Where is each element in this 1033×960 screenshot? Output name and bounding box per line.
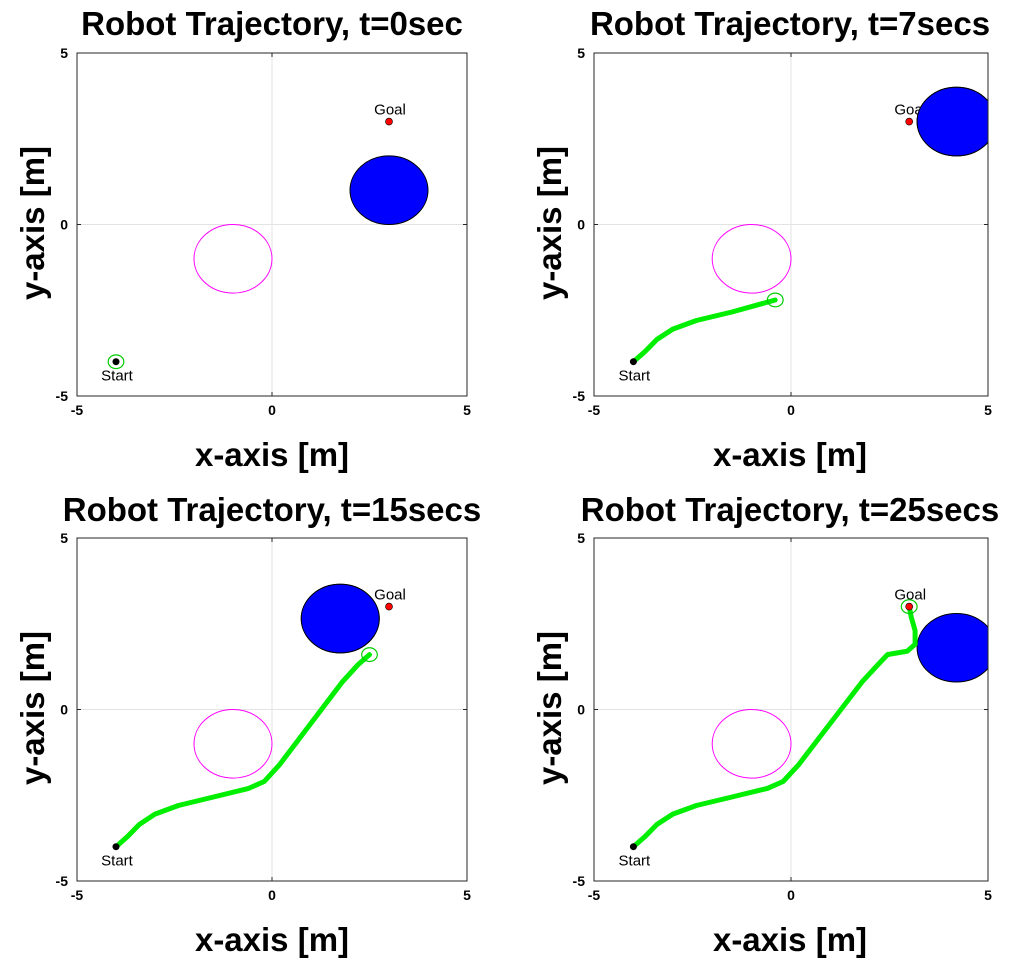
y-tick-label: -5: [573, 388, 586, 404]
y-tick-label: -5: [56, 388, 69, 404]
robot-marker: [361, 647, 378, 663]
goal-marker: [385, 602, 393, 611]
x-axis-label: x-axis [m]: [195, 921, 349, 958]
x-tick-label: -5: [71, 402, 84, 418]
static-obstacle: [193, 223, 273, 294]
x-tick-label: 5: [463, 402, 471, 418]
start-label: Start: [619, 853, 652, 870]
x-tick-label: 5: [463, 887, 471, 903]
start-label: Start: [619, 368, 652, 385]
subplot-4: Robot Trajectory, t=25secs x-axis [m] y-…: [531, 491, 999, 958]
plot-area: Start Goal -5 0 5 -5 0 5: [56, 45, 472, 418]
x-tick-label: 0: [268, 402, 276, 418]
robot-marker: [107, 354, 125, 370]
y-tick-label: -5: [573, 873, 586, 889]
start-marker: [112, 358, 120, 366]
plot-area: Start Goal -5 0 5 -5 0 5: [573, 530, 993, 903]
x-axis-label: x-axis [m]: [713, 921, 867, 958]
static-obstacle: [711, 223, 792, 294]
goal-label: Goal: [894, 587, 926, 604]
x-tick-label: 5: [984, 402, 992, 418]
moving-obstacle-overlay: [916, 86, 988, 157]
y-tick-label: 5: [60, 45, 68, 61]
x-axis-label: x-axis [m]: [713, 436, 867, 473]
y-tick-label: 5: [60, 530, 68, 546]
static-obstacle: [711, 709, 792, 779]
x-tick-label: 0: [787, 887, 795, 903]
goal-marker: [385, 117, 393, 126]
moving-obstacle: [916, 612, 988, 683]
robot-marker: [900, 599, 918, 615]
trajectory-line: [113, 652, 372, 850]
static-obstacle: [193, 709, 273, 779]
y-tick-label: -5: [56, 873, 69, 889]
plot-content: Start Goal: [101, 583, 406, 870]
y-tick-label: 5: [577, 530, 585, 546]
subplot-3: Robot Trajectory, t=15secs x-axis [m] y-…: [14, 491, 481, 958]
goal-label: Goal: [374, 587, 406, 604]
trajectory-line: [630, 297, 778, 365]
x-tick-label: 0: [787, 402, 795, 418]
start-marker: [112, 843, 120, 851]
y-axis-label: y-axis [m]: [531, 146, 568, 300]
chart-title: Robot Trajectory, t=25secs: [581, 491, 999, 528]
y-tick-label: 0: [60, 217, 68, 233]
trajectory-line: [630, 604, 918, 850]
goal-marker: [905, 602, 914, 611]
robot-marker: [766, 292, 784, 308]
subplot-1: Robot Trajectory, t=0sec x-axis [m] y-ax…: [14, 5, 471, 473]
chart-title: Robot Trajectory, t=0sec: [81, 5, 463, 42]
goal-marker: [905, 117, 914, 126]
y-axis-label: y-axis [m]: [14, 631, 51, 785]
moving-obstacle: [349, 155, 429, 225]
x-axis-label: x-axis [m]: [195, 436, 349, 473]
y-tick-label: 0: [60, 702, 68, 718]
chart-title: Robot Trajectory, t=7secs: [590, 5, 990, 42]
moving-obstacle-overlay: [300, 583, 380, 654]
y-tick-label: 0: [577, 217, 585, 233]
plot-content: Start Goal: [619, 587, 988, 870]
y-axis-label: y-axis [m]: [531, 631, 568, 785]
x-tick-label: 0: [268, 887, 276, 903]
chart-title: Robot Trajectory, t=15secs: [63, 491, 481, 528]
start-marker: [629, 358, 637, 366]
x-tick-label: -5: [588, 887, 601, 903]
y-tick-label: 0: [577, 702, 585, 718]
subplot-2: Robot Trajectory, t=7secs x-axis [m] y-a…: [531, 5, 993, 473]
x-tick-label: -5: [588, 402, 601, 418]
x-tick-label: -5: [71, 887, 84, 903]
start-label: Start: [101, 853, 134, 870]
y-axis-label: y-axis [m]: [14, 146, 51, 300]
plot-area: Start Goal -5 0 5 -5 0 5: [56, 530, 472, 903]
goal-label: Goal: [374, 102, 406, 119]
y-tick-label: 5: [577, 45, 585, 61]
start-label: Start: [101, 368, 134, 385]
start-marker: [629, 843, 637, 851]
x-tick-label: 5: [984, 887, 992, 903]
plot-content: Start Goal: [101, 102, 429, 385]
